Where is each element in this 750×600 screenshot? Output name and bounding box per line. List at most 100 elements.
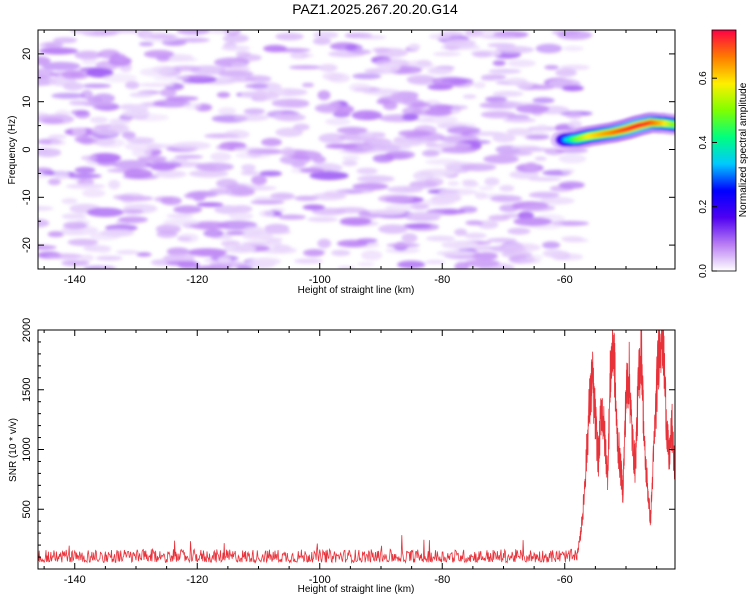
heatmap-noise-blob [406,74,437,85]
heatmap-noise-blob [460,163,497,172]
heatmap-noise-blob [371,132,386,137]
heatmap-xtick-label: -80 [434,274,450,286]
heatmap-noise-blob [465,220,484,226]
heatmap-noise-blob [459,206,478,214]
heatmap-noise-blob [266,239,282,247]
figure-title: PAZ1.2025.267.20.20.G14 [292,1,458,17]
heatmap-noise-blob [115,249,140,255]
heatmap-noise-blob [154,196,174,203]
heatmap-noise-blob [535,43,563,54]
heatmap-noise-blob [278,214,306,220]
heatmap-noise-blob [311,192,347,201]
heatmap-noise-blob [195,162,234,172]
heatmap-noise-blob [96,247,111,254]
colorbar-ticks: 0.0 0.2 0.4 0.6 [698,71,717,278]
heatmap-noise-blob [116,195,154,202]
heatmap-noise-blob [190,65,226,75]
heatmap-noise-blob [318,106,341,111]
colorbar: 0.0 0.2 0.4 0.6 Normalized spectral amplitu… [698,29,749,278]
heatmap-noise-blob [95,255,123,261]
heatmap-noise-blob [124,141,163,152]
heatmap-noise-blob [312,37,332,45]
heatmap-noise-blob [402,107,422,116]
heatmap-noise-blob [356,167,378,175]
heatmap-noise-blob [89,116,108,124]
heatmap-noise-blob [402,113,419,121]
heatmap-noise-blob [447,181,460,186]
heatmap-noise-blob [244,75,272,83]
heatmap-noise-blob [264,229,292,235]
heatmap-noise-blob [318,133,346,144]
heatmap-noise-blob [159,88,177,97]
heatmap-noise-blob [210,152,232,162]
heatmap-noise-blob [438,188,478,196]
heatmap-noise-blob [82,102,115,107]
heatmap-noise-blob [441,77,474,84]
heatmap-noise-blob [303,249,325,257]
heatmap-noise-blob [317,238,332,249]
heatmap-noise-blob [386,243,421,248]
heatmap-noise-blob [515,104,550,114]
heatmap-noise-blob [273,244,292,252]
heatmap-noise-blob [110,30,139,34]
heatmap-noise-blob [81,254,95,262]
heatmap-noise-blob [86,68,114,78]
heatmap-noise-blob [325,118,351,126]
heatmap-noise-blob [454,261,470,269]
heatmap-noise-blob [111,160,152,169]
snr-background [38,330,675,569]
heatmap-noise-blob [555,68,577,77]
snr-ytick-label: 1000 [21,437,33,461]
heatmap-noise-blob [463,259,500,268]
heatmap-noise-blob [322,72,344,81]
heatmap-noise-blob [230,62,247,68]
heatmap-ylabel: Frequency (Hz) [7,116,18,185]
heatmap-noise-blob [80,155,98,161]
heatmap-noise-blob [433,51,461,57]
heatmap-noise-blob [336,239,369,248]
heatmap-noise-blob [150,163,176,171]
heatmap-noise-blob [228,212,254,221]
heatmap-noise-blob [472,51,492,58]
heatmap-noise-blob [166,213,194,219]
snr-axis-ticks: -140 -120 -100 -80 -60 500 1000 1500 2000 [21,318,675,586]
snr-ytick-label: 500 [21,500,33,518]
heatmap-noise-blob [478,186,494,191]
heatmap-noise-blob [44,41,64,48]
heatmap-xtick-label: -100 [309,274,331,286]
heatmap-noise-blob [492,90,524,97]
heatmap-noise-blob [263,44,287,53]
heatmap-noise-blob [223,244,257,254]
heatmap-noise-blob [166,247,190,256]
heatmap-noise-blob [302,204,325,211]
heatmap-noise-blob [131,148,152,158]
heatmap-noise-blob [497,151,533,156]
heatmap-noise-blob [39,47,79,55]
heatmap-noise-blob [558,181,585,189]
heatmap-noise-blob [101,229,135,237]
heatmap-noise-blob [273,113,306,122]
heatmap-noise-blob [129,92,153,98]
snr-xtick-label: -80 [434,574,450,586]
heatmap-noise-blob [153,75,190,82]
heatmap-noise-blob [275,127,304,137]
heatmap-noise-blob [488,214,510,222]
heatmap-noise-blob [337,265,356,269]
heatmap-noise-blob [163,218,200,227]
heatmap-noise-blob [513,147,551,152]
heatmap-noise-blob [183,102,202,110]
heatmap-noise-blob [424,115,458,124]
heatmap-noise-blob [539,197,575,205]
heatmap-noise-blob [507,227,531,235]
heatmap-noise-blob [38,205,54,211]
heatmap-ytick-label: 10 [21,96,33,108]
heatmap-noise-blob [464,232,487,239]
heatmap-noise-blob [318,64,338,72]
heatmap-noise-blob [176,37,210,43]
heatmap-noise-blob [259,170,282,177]
heatmap-noise-blob [331,249,351,257]
colorbar-frame [711,29,737,272]
heatmap-noise-blob [488,68,522,74]
